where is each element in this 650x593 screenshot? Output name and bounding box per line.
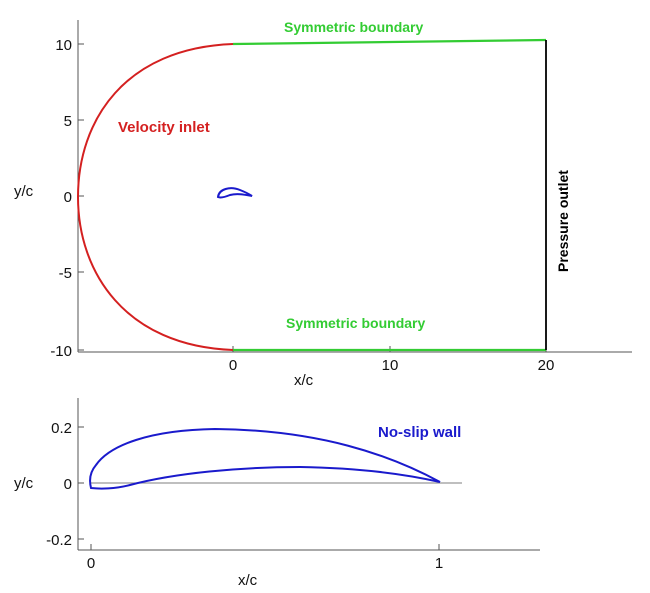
domain-plot: 10 5 0 -5 -10 0 10 20 y/c x/c Velocity i…: [14, 19, 632, 389]
bottom-ytick-label-0.2: 0.2: [51, 420, 72, 437]
symmetric-boundary-top-label: Symmetric boundary: [284, 19, 423, 35]
velocity-inlet-boundary: [76, 43, 234, 351]
top-x-axis-label: x/c: [294, 372, 314, 389]
top-y-axis-label: y/c: [14, 183, 34, 200]
symmetric-boundary-bottom-label: Symmetric boundary: [286, 315, 425, 331]
top-xtick-label-10: 10: [382, 357, 399, 374]
top-ytick-label-0: 0: [64, 189, 72, 206]
bottom-xtick-label-0: 0: [87, 555, 95, 572]
bottom-ytick-label-0: 0: [64, 476, 72, 493]
airfoil-plot: 0.2 0 -0.2 0 1 y/c x/c No-slip wall: [14, 398, 540, 589]
airfoil-large: [89, 427, 441, 490]
no-slip-wall-label: No-slip wall: [378, 424, 461, 441]
airfoil-small: [216, 187, 253, 199]
bottom-ytick-label-neg0.2: -0.2: [46, 532, 72, 549]
top-ytick-label-10: 10: [55, 37, 72, 54]
pressure-outlet-label: Pressure outlet: [555, 170, 571, 272]
top-ytick-label-neg10: -10: [50, 343, 72, 360]
symmetric-boundary-top: [232, 38, 547, 46]
top-xtick-label-0: 0: [229, 357, 237, 374]
velocity-inlet-label: Velocity inlet: [118, 119, 210, 136]
bottom-y-axis-label: y/c: [14, 475, 34, 492]
top-xtick-label-20: 20: [538, 357, 555, 374]
top-ytick-label-5: 5: [64, 113, 72, 130]
bottom-x-axis-label: x/c: [238, 572, 258, 589]
top-ytick-label-neg5: -5: [59, 265, 72, 282]
bottom-xtick-label-1: 1: [435, 555, 443, 572]
